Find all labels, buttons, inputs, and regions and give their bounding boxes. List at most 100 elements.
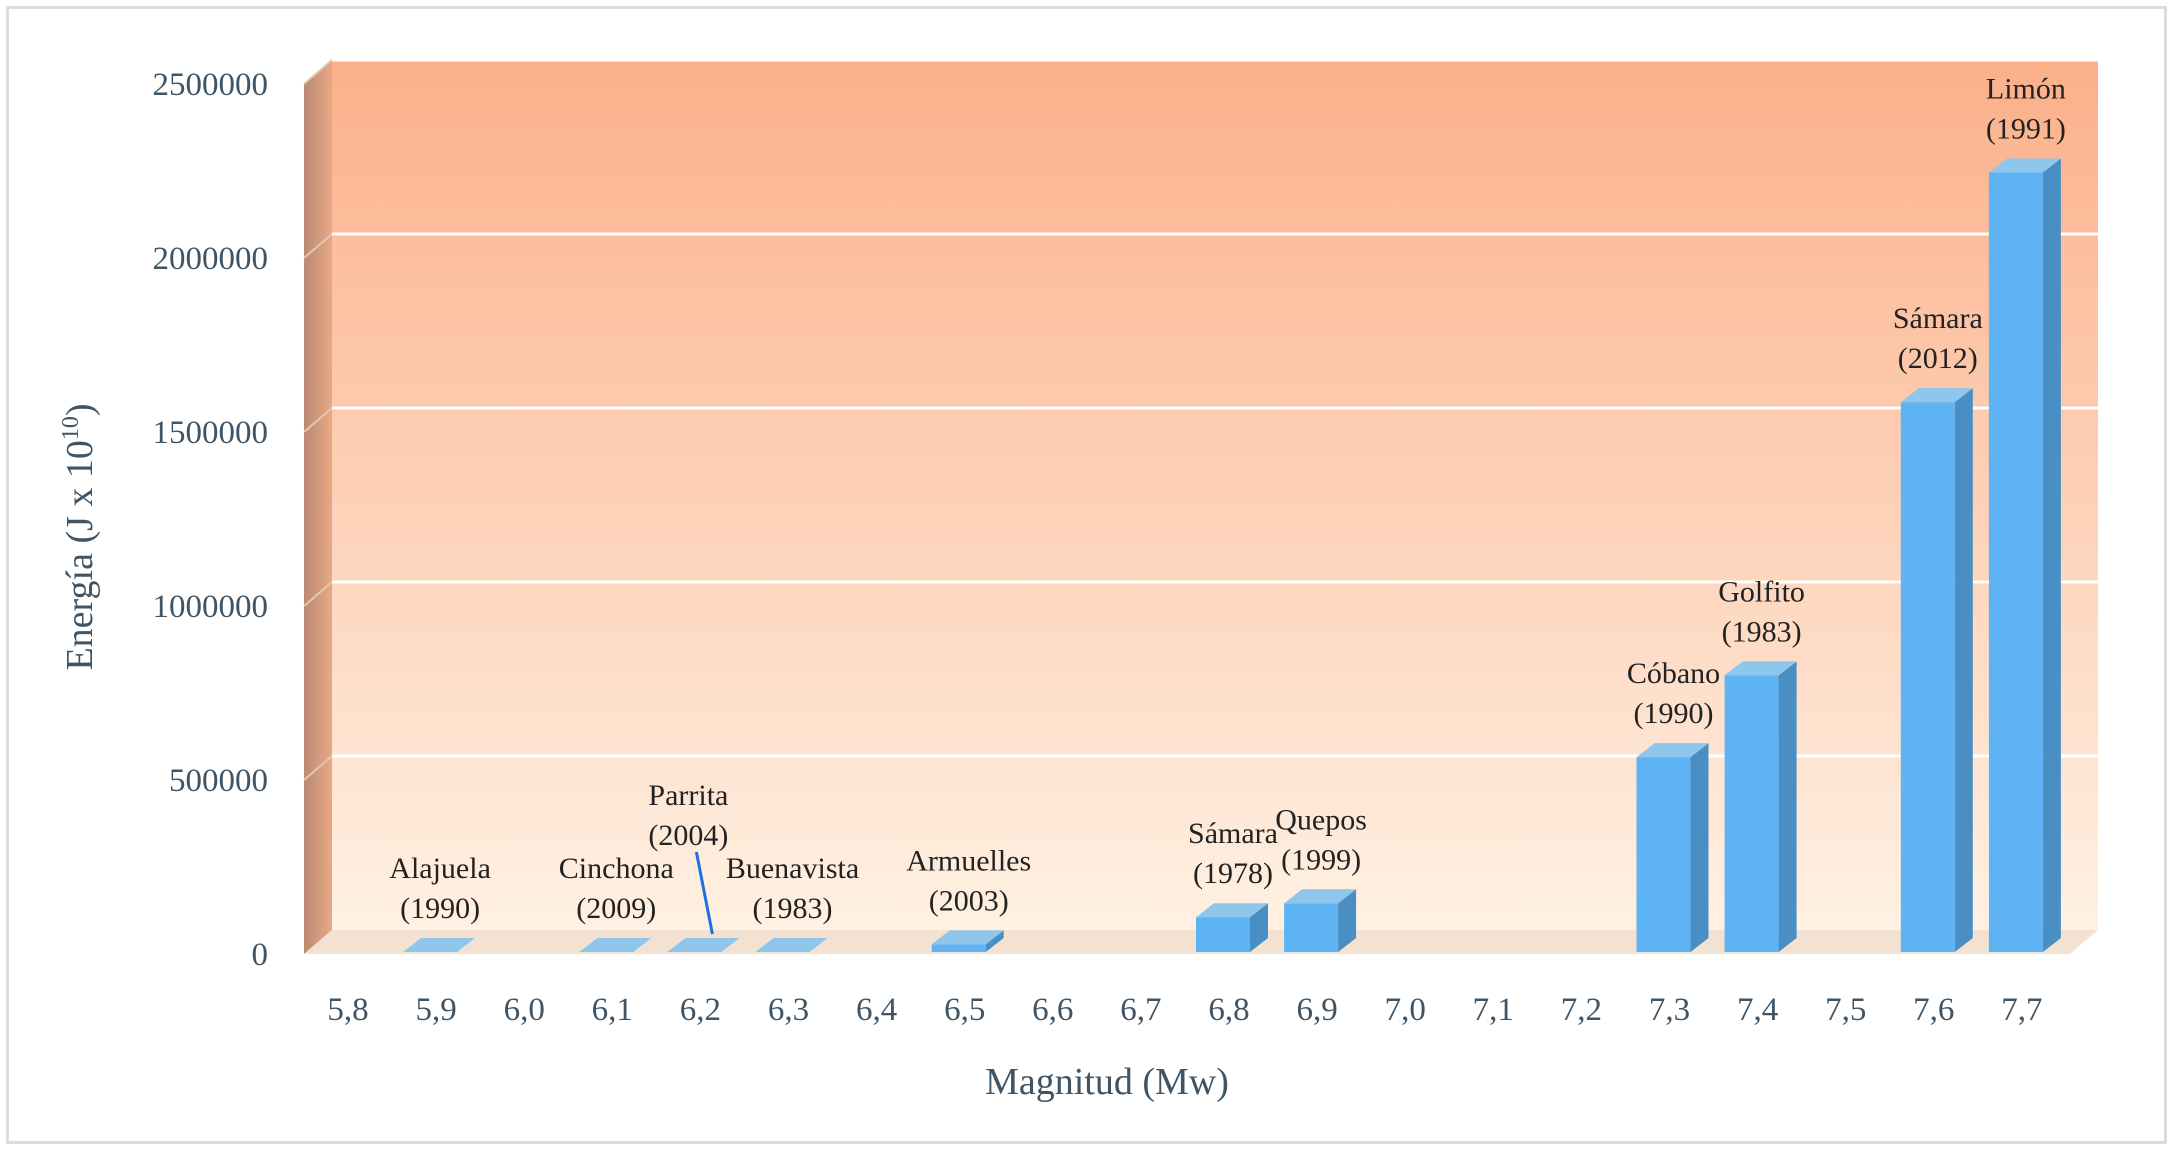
bar-label-year: (2003): [929, 884, 1009, 917]
x-axis-title: Magnitud (Mw): [985, 1061, 1229, 1103]
bar: [1900, 388, 1973, 952]
bar: [755, 938, 828, 952]
y-axis-title: Energía (J x 1010): [58, 403, 101, 670]
y-axis-title-close: ): [59, 403, 101, 416]
bar: [931, 930, 1004, 952]
bar-side: [985, 930, 1004, 952]
bar-front: [1988, 172, 2043, 953]
plot-background: [304, 60, 2098, 954]
y-axis-title-sup: 10: [58, 416, 84, 440]
bar-top: [403, 938, 476, 952]
x-tick-label: 7,6: [1913, 992, 1954, 1028]
bar-side: [1690, 743, 1709, 952]
gridline-side: [303, 59, 333, 85]
x-tick-label: 7,4: [1737, 992, 1778, 1028]
bar-front: [1724, 675, 1779, 952]
x-tick-label: 7,0: [1385, 992, 1426, 1028]
bar-label-year: (2009): [576, 892, 656, 925]
bar-side: [1778, 661, 1797, 952]
bar: [403, 938, 476, 952]
x-tick-label: 7,7: [2001, 992, 2042, 1028]
gridline-side: [303, 233, 333, 259]
bar-label-name: Quepos: [1275, 803, 1367, 836]
gridline-side: [303, 581, 333, 607]
x-tick-label: 7,3: [1649, 992, 1690, 1028]
gridlines: [303, 58, 2098, 781]
bar-label-year: (1990): [400, 892, 480, 925]
bars: [403, 158, 2061, 953]
plot-side-wall: [304, 60, 332, 954]
bar-label-name: Cóbano: [1627, 657, 1720, 690]
x-tick-label: 6,8: [1208, 992, 1249, 1028]
bar-label-year: (1991): [1986, 112, 2066, 145]
data-labels: Alajuela (1990) Cinchona (2009) Parrita (2004…: [389, 72, 2066, 935]
bar: [1988, 158, 2061, 953]
bar-top: [1196, 903, 1268, 918]
bar-side: [1338, 889, 1357, 952]
bar: [1196, 903, 1268, 952]
x-tick-label: 6,3: [768, 992, 809, 1028]
x-tick-label: 6,0: [504, 992, 545, 1028]
gridline-side: [303, 407, 333, 433]
label-leader-line: [694, 851, 714, 935]
y-axis-title-main: Energía (J x 10: [59, 440, 101, 670]
bar: [1724, 661, 1797, 952]
bar-label-name: Cinchona: [559, 852, 674, 885]
bar-front: [1636, 757, 1691, 952]
bar-top: [931, 930, 1004, 945]
x-tick-label: 6,4: [856, 992, 897, 1028]
bar-top: [1724, 661, 1797, 676]
bar-label-year: (1999): [1281, 843, 1361, 876]
bar-label-year: (1983): [753, 892, 833, 925]
bar-top: [755, 938, 828, 952]
bar-label-name: Sámara: [1893, 302, 1983, 335]
y-tick-label: 500000: [169, 763, 268, 799]
x-tick-label: 5,8: [327, 992, 368, 1028]
bar-label-year: (1990): [1634, 697, 1714, 730]
bar-label-name: Parrita: [648, 779, 728, 812]
bar: [667, 938, 740, 952]
x-axis-ticks: 5,8 5,9 6,0 6,1 6,2 6,3 6,4 6,5 6,6 6,7 6,8 6,9 7,0 7…: [327, 992, 2042, 1028]
y-tick-label: 1500000: [153, 415, 269, 451]
bar: [579, 938, 652, 952]
plot-back-wall: [332, 60, 2098, 930]
bar-label-year: (2012): [1898, 342, 1978, 375]
x-tick-label: 6,6: [1032, 992, 1073, 1028]
x-tick-label: 5,9: [415, 992, 456, 1028]
y-tick-label: 1000000: [153, 589, 269, 625]
bar: [1284, 889, 1357, 952]
x-tick-label: 6,7: [1120, 992, 1161, 1028]
bar-label-name: Limón: [1986, 72, 2066, 105]
bar-top: [579, 938, 652, 952]
bar-front: [931, 944, 986, 952]
bar-label-name: Golfito: [1718, 575, 1805, 608]
bar-top: [667, 938, 740, 952]
bar-front: [1900, 402, 1955, 952]
y-axis-ticks: 0 500000 1000000 1500000 2000000 2500000: [153, 67, 269, 973]
y-tick-label: 2500000: [153, 67, 269, 103]
bar-label-name: Sámara: [1188, 817, 1278, 850]
bar-front: [1284, 903, 1339, 952]
x-tick-label: 6,2: [680, 992, 721, 1028]
bar-top: [1636, 743, 1709, 758]
bar-side: [2042, 158, 2061, 953]
bar-label-name: Armuelles: [906, 844, 1031, 877]
x-tick-label: 6,5: [944, 992, 985, 1028]
x-tick-label: 7,2: [1561, 992, 1602, 1028]
bar-side: [1954, 388, 1973, 952]
bar-label-year: (1978): [1193, 857, 1273, 890]
x-tick-label: 7,1: [1473, 992, 1514, 1028]
bar-front: [1196, 917, 1250, 952]
bar-label-year: (1983): [1722, 615, 1802, 648]
bar-label-name: Buenavista: [726, 852, 859, 885]
y-tick-label: 0: [252, 937, 269, 973]
x-tick-label: 6,1: [592, 992, 633, 1028]
x-tick-label: 6,9: [1296, 992, 1337, 1028]
bar-top: [1988, 158, 2061, 173]
bar-label-year: (2004): [648, 819, 728, 852]
bar: [1636, 743, 1709, 952]
bar-top: [1284, 889, 1357, 904]
y-tick-label: 2000000: [153, 241, 269, 277]
x-tick-label: 7,5: [1825, 992, 1866, 1028]
